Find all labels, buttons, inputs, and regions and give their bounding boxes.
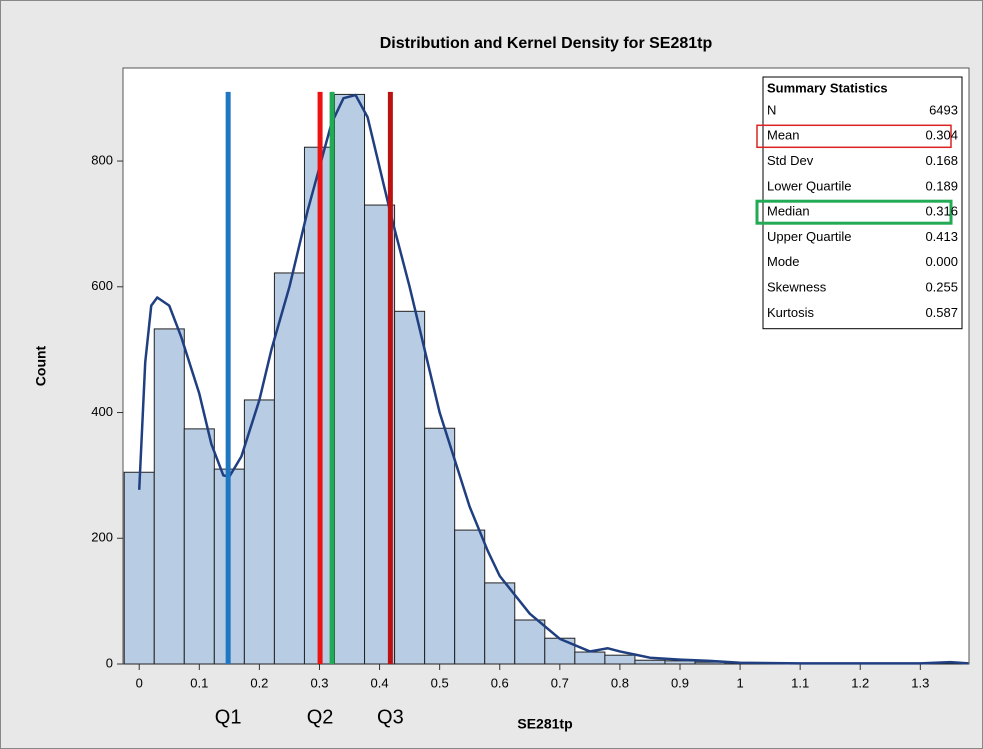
x-tick-label: 0.7 <box>551 675 569 690</box>
x-tick-label: 1 <box>736 675 743 690</box>
bar <box>604 654 636 665</box>
x-tick-label: 1.1 <box>791 675 809 690</box>
x-tick-label: 1.2 <box>851 675 869 690</box>
inset-label: Median <box>767 204 810 219</box>
reference-label: Q1 <box>215 706 242 728</box>
bar <box>243 399 275 665</box>
inset-value: 0.316 <box>925 204 958 219</box>
inset-value: 0.255 <box>925 280 958 295</box>
bar <box>424 427 456 665</box>
reference-label: Q3 <box>377 706 404 728</box>
y-tick-label: 200 <box>91 530 113 545</box>
x-tick-label: 0.2 <box>250 675 268 690</box>
bar <box>183 428 215 665</box>
inset-label: Skewness <box>767 280 827 295</box>
highlight-box <box>755 199 953 225</box>
bar <box>153 328 185 665</box>
bar <box>664 660 696 665</box>
bar <box>273 272 305 665</box>
x-tick-label: 0.3 <box>310 675 328 690</box>
inset-value: 0.413 <box>925 229 958 244</box>
bar <box>574 651 606 665</box>
inset-label: N <box>767 102 776 117</box>
inset-value: 0.168 <box>925 153 958 168</box>
x-tick-label: 0 <box>136 675 143 690</box>
x-tick-label: 0.9 <box>671 675 689 690</box>
y-tick-label: 600 <box>91 278 113 293</box>
y-tick-label: 800 <box>91 152 113 167</box>
bar <box>454 529 486 665</box>
y-tick-label: 400 <box>91 404 113 419</box>
inset-label: Kurtosis <box>767 305 814 320</box>
chart-title: Distribution and Kernel Density for SE28… <box>380 35 713 52</box>
inset-value: 6493 <box>929 102 958 117</box>
reference-label: Q2 <box>307 706 334 728</box>
x-tick-label: 1.3 <box>911 675 929 690</box>
inset-value: 0.000 <box>925 254 958 269</box>
bar <box>514 619 546 665</box>
highlight-box <box>756 124 952 149</box>
x-axis-label: SE281tp <box>517 716 572 732</box>
bar <box>334 93 366 665</box>
inset-label: Mode <box>767 254 800 269</box>
inset-title: Summary Statistics <box>767 80 888 95</box>
x-tick-label: 0.6 <box>491 675 509 690</box>
inset-label: Std Dev <box>767 153 814 168</box>
x-tick-label: 0.1 <box>190 675 208 690</box>
y-tick-label: 0 <box>106 655 113 670</box>
bar <box>123 471 155 665</box>
inset-box <box>762 76 963 330</box>
inset-label: Upper Quartile <box>767 229 852 244</box>
x-tick-label: 0.8 <box>611 675 629 690</box>
x-tick-label: 0.5 <box>431 675 449 690</box>
inset-value: 0.304 <box>925 128 958 143</box>
inset-label: Lower Quartile <box>767 178 852 193</box>
bar <box>394 310 426 665</box>
inset-value: 0.189 <box>925 178 958 193</box>
density-curve <box>137 93 969 665</box>
inset-label: Mean <box>767 128 800 143</box>
inset-value: 0.587 <box>925 305 958 320</box>
y-axis-label: Count <box>33 345 49 386</box>
x-tick-label: 0.4 <box>371 675 389 690</box>
bar <box>484 582 516 665</box>
bar <box>634 659 666 665</box>
